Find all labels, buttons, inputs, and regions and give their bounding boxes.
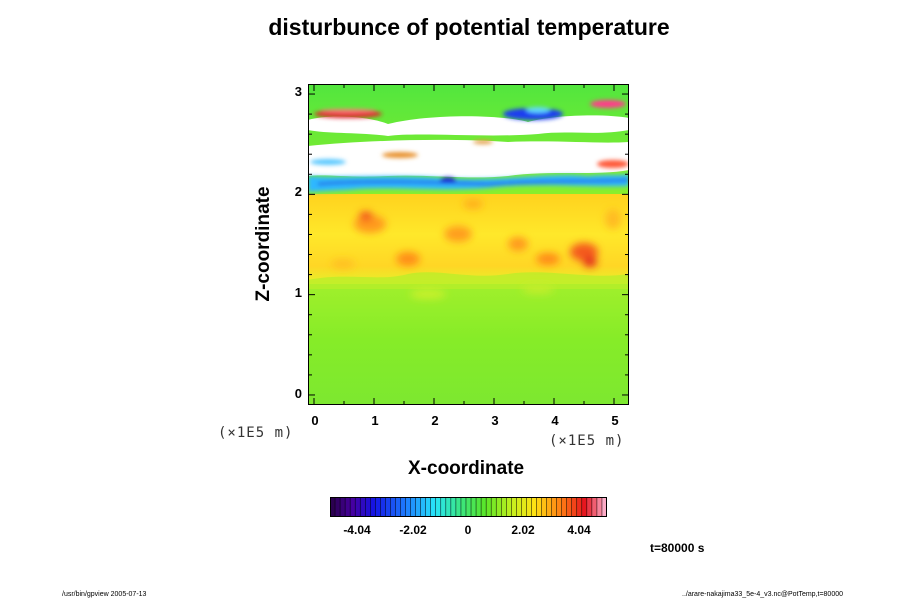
y-tick-label: 3 — [294, 84, 302, 99]
colorbar-cell — [415, 497, 422, 517]
colorbar-cell — [435, 497, 442, 517]
x-tick-label: 4 — [551, 413, 559, 428]
plot-area — [308, 84, 629, 405]
colorbar-tick-label: 4.04 — [567, 523, 591, 537]
colorbar-cell — [365, 497, 371, 517]
colorbar-cell — [340, 497, 346, 517]
colorbar-cell — [450, 497, 457, 517]
colorbar-cell — [496, 497, 502, 517]
colorbar-cell — [591, 497, 598, 517]
field-eddies — [331, 199, 621, 299]
field-white-gap-2 — [308, 139, 629, 178]
colorbar-cell — [481, 497, 487, 517]
colorbar-cell — [596, 497, 603, 517]
colorbar-cell — [531, 497, 537, 517]
colorbar-cell — [521, 497, 527, 517]
footer-source: ../arare-nakajima33_5e-4_v3.nc@PotTemp,t… — [682, 591, 844, 598]
colorbar-cell — [501, 497, 507, 517]
colorbar-cell — [360, 497, 366, 517]
heatmap-field — [308, 84, 629, 405]
colorbar-cell — [541, 497, 548, 517]
colorbar-cell — [455, 497, 462, 517]
colorbar-cell — [581, 497, 588, 517]
colorbar-tick-label: 0 — [464, 523, 472, 537]
colorbar-cell — [551, 497, 558, 517]
colorbar-frame — [330, 497, 607, 517]
colorbar-cell — [400, 497, 407, 517]
footer-command: /usr/bin/gpview 2005-07-13 — [62, 591, 147, 598]
heatmap-svg — [308, 84, 629, 405]
colorbar-cell — [465, 497, 472, 517]
colorbar-cell — [586, 497, 593, 517]
colorbar-cell — [566, 497, 573, 517]
x-tick-label: 5 — [611, 413, 619, 428]
colorbar-cell — [335, 497, 341, 517]
colorbar-cell — [380, 497, 386, 517]
colorbar-tick-label: 2.02 — [511, 523, 535, 537]
y-tick-label: 2 — [294, 184, 302, 199]
colorbar-cell — [491, 497, 497, 517]
x-tick-label: 0 — [311, 413, 319, 428]
colorbar-cell — [516, 497, 522, 517]
y-axis-unit: (×1E5 m) — [218, 425, 294, 441]
colorbar-cell — [526, 497, 532, 517]
plot-frame — [308, 84, 629, 405]
colorbar-cell — [330, 497, 336, 517]
colorbar-cell — [471, 497, 477, 517]
field-lower-layer — [308, 274, 629, 405]
x-tick-label: 2 — [431, 413, 439, 428]
colorbar-cell — [460, 497, 467, 517]
colorbar-cell — [601, 497, 608, 517]
colorbar-cell — [536, 497, 543, 517]
colorbar-tick-label: -2.02 — [399, 523, 427, 537]
colorbar-cell — [486, 497, 492, 517]
colorbar-cell — [350, 497, 356, 517]
colorbar-cell — [385, 497, 391, 517]
field-bands — [308, 100, 629, 192]
colorbar — [330, 497, 608, 517]
colorbar-cell — [556, 497, 563, 517]
colorbar-cell — [546, 497, 553, 517]
colorbar-cell — [445, 497, 452, 517]
x-tick-label: 1 — [371, 413, 379, 428]
chart-title: disturbunce of potential temperature — [268, 14, 670, 40]
colorbar-cell — [506, 497, 512, 517]
colorbar-cell — [430, 497, 437, 517]
colorbar-cell — [511, 497, 517, 517]
colorbar-cell — [395, 497, 402, 517]
colorbar-cell — [410, 497, 417, 517]
colorbar-cell — [476, 497, 482, 517]
colorbar-cell — [390, 497, 396, 517]
x-tick-label: 3 — [491, 413, 499, 428]
colorbar-cell — [375, 497, 381, 517]
time-annotation: t=80000 s — [650, 541, 705, 555]
colorbar-cell — [370, 497, 376, 517]
colorbar-cell — [571, 497, 578, 517]
y-tick-label: 1 — [294, 285, 302, 300]
field-layer-boundary — [308, 272, 629, 289]
colorbar-cell — [420, 497, 427, 517]
colorbar-cell — [561, 497, 568, 517]
x-axis-unit: (×1E5 m) — [549, 433, 625, 449]
colorbar-cell — [440, 497, 447, 517]
field-white-gap-1 — [308, 115, 629, 136]
colorbar-cell — [405, 497, 412, 517]
colorbar-svg — [330, 497, 608, 517]
colorbar-cell — [355, 497, 361, 517]
y-axis-label: Z-coordinate — [253, 186, 274, 302]
colorbar-tick-label: -4.04 — [343, 523, 371, 537]
x-axis-label: X-coordinate — [408, 458, 525, 479]
colorbar-cell — [576, 497, 583, 517]
y-tick-label: 0 — [294, 386, 302, 401]
colorbar-cell — [425, 497, 432, 517]
colorbar-cell — [345, 497, 351, 517]
